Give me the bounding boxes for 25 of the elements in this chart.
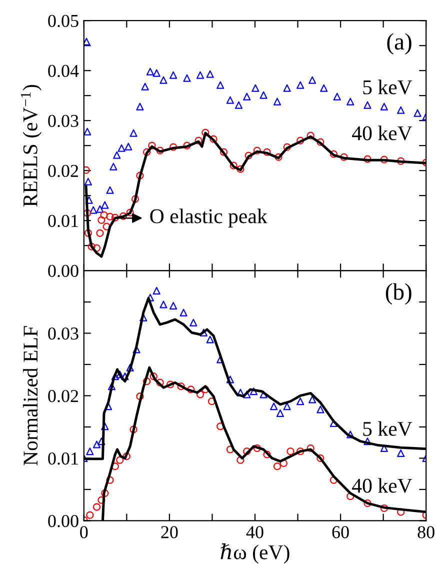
- x-tick-label: 60: [332, 526, 349, 538]
- series-label: 5 keV: [363, 80, 412, 94]
- series-label: 5 keV: [363, 421, 412, 436]
- annotation: O elastic peak: [150, 208, 268, 228]
- series-label: 40 keV: [352, 126, 412, 140]
- y-tick-label: 0.00: [48, 264, 78, 278]
- y-tick-label: 0.05: [48, 14, 78, 28]
- y-axis-title: REELS (eV$^{−1}$): [20, 84, 42, 207]
- annotation: (b): [386, 283, 412, 305]
- y-tick-label: 0.02: [48, 164, 78, 178]
- x-tick-label: 0: [80, 526, 88, 538]
- y-tick-label: 0.04: [48, 64, 79, 78]
- annotation: (a): [387, 33, 412, 55]
- y-tick-label: 0.02: [48, 390, 78, 402]
- x-tick-label: 20: [161, 526, 178, 538]
- y-tick-label: 0.03: [48, 114, 78, 128]
- y-tick-label: 0.01: [48, 214, 78, 228]
- y-tick-label: 0.00: [48, 514, 78, 528]
- x-tick-label: 80: [418, 526, 434, 538]
- y-tick-label: 0.01: [48, 452, 78, 465]
- x-tick-label: 40: [246, 526, 264, 538]
- series-label: 40 keV: [352, 478, 412, 493]
- y-axis-title: Normalized ELF: [22, 326, 38, 466]
- x-axis-title: ℏω (eV): [220, 543, 290, 564]
- y-tick-label: 0.03: [48, 327, 78, 340]
